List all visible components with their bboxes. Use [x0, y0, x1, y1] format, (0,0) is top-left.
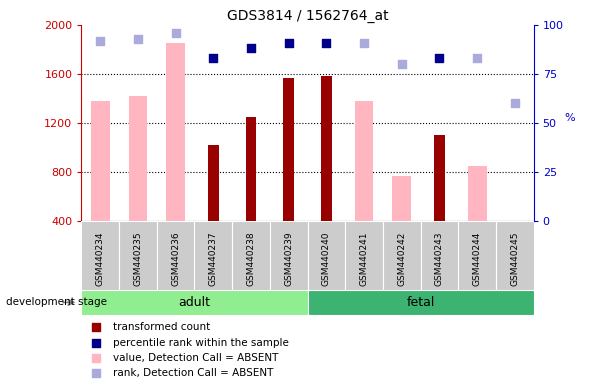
Point	[95, 38, 105, 44]
Title: GDS3814 / 1562764_at: GDS3814 / 1562764_at	[227, 8, 388, 23]
Point	[91, 355, 101, 361]
Point	[91, 370, 101, 376]
Bar	[421, 221, 458, 290]
Point	[133, 36, 143, 42]
Point	[321, 40, 331, 46]
Bar	[308, 290, 534, 315]
Text: fetal: fetal	[406, 296, 435, 309]
Text: transformed count: transformed count	[113, 322, 210, 332]
Bar	[166, 43, 185, 221]
Text: GSM440245: GSM440245	[510, 231, 519, 286]
Bar	[208, 145, 219, 221]
Text: GSM440240: GSM440240	[322, 231, 331, 286]
Text: development stage: development stage	[6, 297, 107, 308]
Bar	[81, 221, 119, 290]
Bar	[393, 175, 411, 221]
Point	[246, 45, 256, 51]
Point	[91, 324, 101, 330]
Bar	[308, 221, 345, 290]
Bar	[246, 117, 256, 221]
Y-axis label: %: %	[564, 113, 575, 123]
Text: percentile rank within the sample: percentile rank within the sample	[113, 338, 289, 348]
Point	[359, 40, 369, 46]
Point	[171, 30, 180, 36]
Bar	[91, 101, 110, 221]
Bar	[383, 221, 421, 290]
Text: GSM440237: GSM440237	[209, 231, 218, 286]
Text: GSM440243: GSM440243	[435, 231, 444, 286]
Bar	[496, 221, 534, 290]
Bar	[458, 221, 496, 290]
Bar	[355, 101, 373, 221]
Text: GSM440244: GSM440244	[473, 231, 482, 286]
Text: value, Detection Call = ABSENT: value, Detection Call = ABSENT	[113, 353, 279, 363]
Bar	[345, 221, 383, 290]
Point	[472, 55, 482, 61]
Bar	[321, 76, 332, 221]
Point	[510, 100, 520, 106]
Bar	[119, 221, 157, 290]
Bar	[283, 78, 294, 221]
Bar	[270, 221, 308, 290]
Point	[435, 55, 444, 61]
Text: GSM440236: GSM440236	[171, 231, 180, 286]
Text: GSM440239: GSM440239	[284, 231, 293, 286]
Bar	[81, 290, 308, 315]
Bar	[434, 135, 444, 221]
Bar	[157, 221, 194, 290]
Text: rank, Detection Call = ABSENT: rank, Detection Call = ABSENT	[113, 368, 273, 378]
Text: GSM440242: GSM440242	[397, 231, 406, 286]
Point	[91, 339, 101, 346]
Point	[397, 61, 406, 67]
Text: GSM440235: GSM440235	[133, 231, 142, 286]
Bar	[232, 221, 270, 290]
Bar	[194, 221, 232, 290]
Bar	[128, 96, 147, 221]
Text: adult: adult	[178, 296, 210, 309]
Text: GSM440234: GSM440234	[96, 231, 105, 286]
Text: GSM440241: GSM440241	[359, 231, 368, 286]
Point	[284, 40, 294, 46]
Bar	[468, 166, 487, 221]
Text: GSM440238: GSM440238	[247, 231, 256, 286]
Point	[209, 55, 218, 61]
